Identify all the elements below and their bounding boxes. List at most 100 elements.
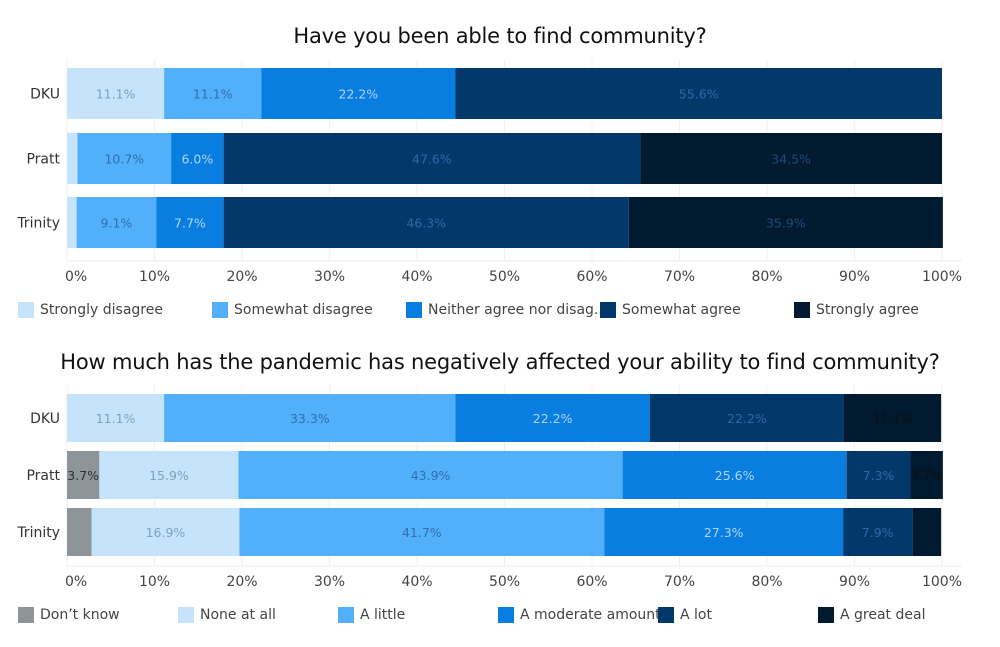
bar-segment-pratt-neither-agree-nor-disagree: [171, 133, 224, 184]
x-tick-label: 100%: [922, 574, 962, 590]
legend-item-none-at-all[interactable]: None at all: [178, 607, 276, 623]
legend-label: A little: [360, 607, 406, 623]
legend-swatch: [406, 302, 422, 318]
legend-label: Somewhat agree: [622, 302, 741, 318]
data-label-pratt-strongly-agree: 34.5%: [771, 152, 811, 167]
bar-segment-dku-a-lot: [649, 394, 844, 442]
x-tick-label: 80%: [751, 269, 782, 285]
bar-segment-pratt-somewhat-agree: [223, 133, 641, 184]
legend-swatch: [658, 607, 674, 623]
data-label-pratt-somewhat-agree: 47.6%: [412, 152, 452, 167]
bar-segment-pratt-a-moderate-amount: [622, 451, 847, 499]
stacked-bar-chart-pandemic-effect: DKU 11.1% 33.3% 22.2% 22.2% 11.1% Pratt 3.7% 15.…: [16, 385, 962, 590]
data-label-trinity-a-lot: 7.9%: [862, 525, 894, 540]
data-label-pratt-a-lot: 7.3%: [863, 468, 895, 483]
bar-segment-dku-strongly-disagree: [67, 68, 165, 119]
bar-segment-trinity-a-lot: [843, 508, 913, 556]
bar-segment-pratt-a-lot: [846, 451, 911, 499]
bar-segment-trinity-neither-agree-nor-disagree: [156, 197, 224, 248]
legend-swatch: [212, 302, 228, 318]
bar-segment-trinity-somewhat-disagree: [76, 197, 157, 248]
legend-item-somewhat-agree[interactable]: Somewhat agree: [600, 302, 741, 318]
x-tick-label: 70%: [664, 574, 695, 590]
x-tick-label: 0%: [65, 574, 87, 590]
bar-segment-pratt-strongly-disagree: [67, 133, 78, 184]
legend-swatch: [18, 607, 34, 623]
bar-segment-dku-neither-agree-nor-disagree: [261, 68, 456, 119]
legend-item-a-great-deal[interactable]: A great deal: [818, 607, 925, 623]
legend-swatch: [600, 302, 616, 318]
x-tick-label: 60%: [576, 574, 607, 590]
data-label-pratt-none-at-all: 15.9%: [149, 468, 189, 483]
legend-label: A great deal: [840, 607, 926, 623]
data-label-dku-a-great-deal: 11.1%: [873, 411, 913, 426]
bar-segment-pratt-a-great-deal: [910, 451, 943, 499]
data-label-trinity-none-at-all: 16.9%: [146, 525, 186, 540]
legend-item-don-t-know[interactable]: Don’t know: [18, 607, 120, 623]
legend-swatch: [18, 302, 34, 318]
legend-item-neither-agree-nor-disagree[interactable]: Neither agree nor disag..: [406, 302, 603, 318]
legend-item-strongly-disagree[interactable]: Strongly disagree: [18, 302, 163, 318]
legend-label: Strongly agree: [816, 302, 919, 318]
x-tick-label: 20%: [226, 269, 257, 285]
x-tick-label: 10%: [139, 574, 170, 590]
bar-segment-trinity-somewhat-agree: [223, 197, 629, 248]
legend-swatch: [338, 607, 354, 623]
legend-label: None at all: [200, 607, 276, 623]
legend-swatch: [498, 607, 514, 623]
bar-segment-dku-somewhat-disagree: [164, 68, 262, 119]
legend-item-a-little[interactable]: A little: [338, 607, 405, 623]
bar-segment-dku-a-little: [164, 394, 456, 442]
legend-pandemic-effect: Don’t know None at all A little A moderate …: [0, 607, 1000, 631]
data-label-pratt-a-great-deal: 3.7%: [911, 468, 943, 483]
category-label-trinity: Trinity: [16, 216, 60, 232]
legend-item-strongly-agree[interactable]: Strongly agree: [794, 302, 919, 318]
legend-item-a-moderate-amount[interactable]: A moderate amount: [498, 607, 661, 623]
x-tick-label: 30%: [314, 269, 345, 285]
legend-item-a-lot[interactable]: A lot: [658, 607, 712, 623]
x-tick-label: 40%: [401, 269, 432, 285]
x-tick-label: 100%: [922, 269, 962, 285]
bar-segment-trinity-a-little: [239, 508, 605, 556]
bar-segment-pratt-a-little: [238, 451, 623, 499]
legend-swatch: [818, 607, 834, 623]
legend-label: Somewhat disagree: [234, 302, 373, 318]
x-tick-label: 20%: [226, 574, 257, 590]
data-label-dku-somewhat-agree: 55.6%: [679, 87, 719, 102]
chart-title-find-community: Have you been able to find community?: [293, 24, 707, 48]
bar-segment-trinity-don-t-know: [67, 508, 92, 556]
bar-segment-pratt-none-at-all: [99, 451, 239, 499]
legend-item-somewhat-disagree[interactable]: Somewhat disagree: [212, 302, 373, 318]
data-label-pratt-somewhat-disagree: 10.7%: [104, 152, 144, 167]
category-label-pratt: Pratt: [26, 468, 60, 484]
data-label-trinity-strongly-agree: 35.9%: [766, 216, 806, 231]
x-tick-label: 30%: [314, 574, 345, 590]
data-label-pratt-don-t-know: 3.7%: [67, 468, 99, 483]
legend-label: Strongly disagree: [40, 302, 163, 318]
x-tick-label: 80%: [751, 574, 782, 590]
bar-segment-dku-a-moderate-amount: [455, 394, 650, 442]
legend-label: A moderate amount: [520, 607, 661, 623]
legend-label: A lot: [680, 607, 712, 623]
bar-segment-dku-none-at-all: [67, 394, 165, 442]
data-label-trinity-a-moderate-amount: 27.3%: [704, 525, 744, 540]
data-label-dku-neither-agree-nor-disagree: 22.2%: [339, 87, 379, 102]
data-label-dku-a-moderate-amount: 22.2%: [533, 411, 573, 426]
bar-segment-pratt-somewhat-disagree: [77, 133, 172, 184]
x-tick-label: 50%: [489, 269, 520, 285]
bar-segment-dku-a-great-deal: [844, 394, 942, 442]
x-tick-label: 70%: [664, 269, 695, 285]
data-label-dku-none-at-all: 11.1%: [96, 411, 136, 426]
bar-segment-trinity-strongly-agree: [628, 197, 943, 248]
x-tick-label: 60%: [576, 269, 607, 285]
data-label-trinity-somewhat-disagree: 9.1%: [101, 216, 133, 231]
data-label-dku-strongly-disagree: 11.1%: [96, 87, 136, 102]
data-label-trinity-a-little: 41.7%: [402, 525, 442, 540]
data-label-pratt-a-moderate-amount: 25.6%: [715, 468, 755, 483]
x-tick-label: 10%: [139, 269, 170, 285]
data-label-dku-somewhat-disagree: 11.1%: [193, 87, 233, 102]
legend-label: Neither agree nor disag..: [428, 302, 603, 318]
data-label-trinity-neither-agree-nor-disagree: 7.7%: [174, 216, 206, 231]
x-tick-label: 0%: [65, 269, 87, 285]
legend-label: Don’t know: [40, 607, 120, 623]
